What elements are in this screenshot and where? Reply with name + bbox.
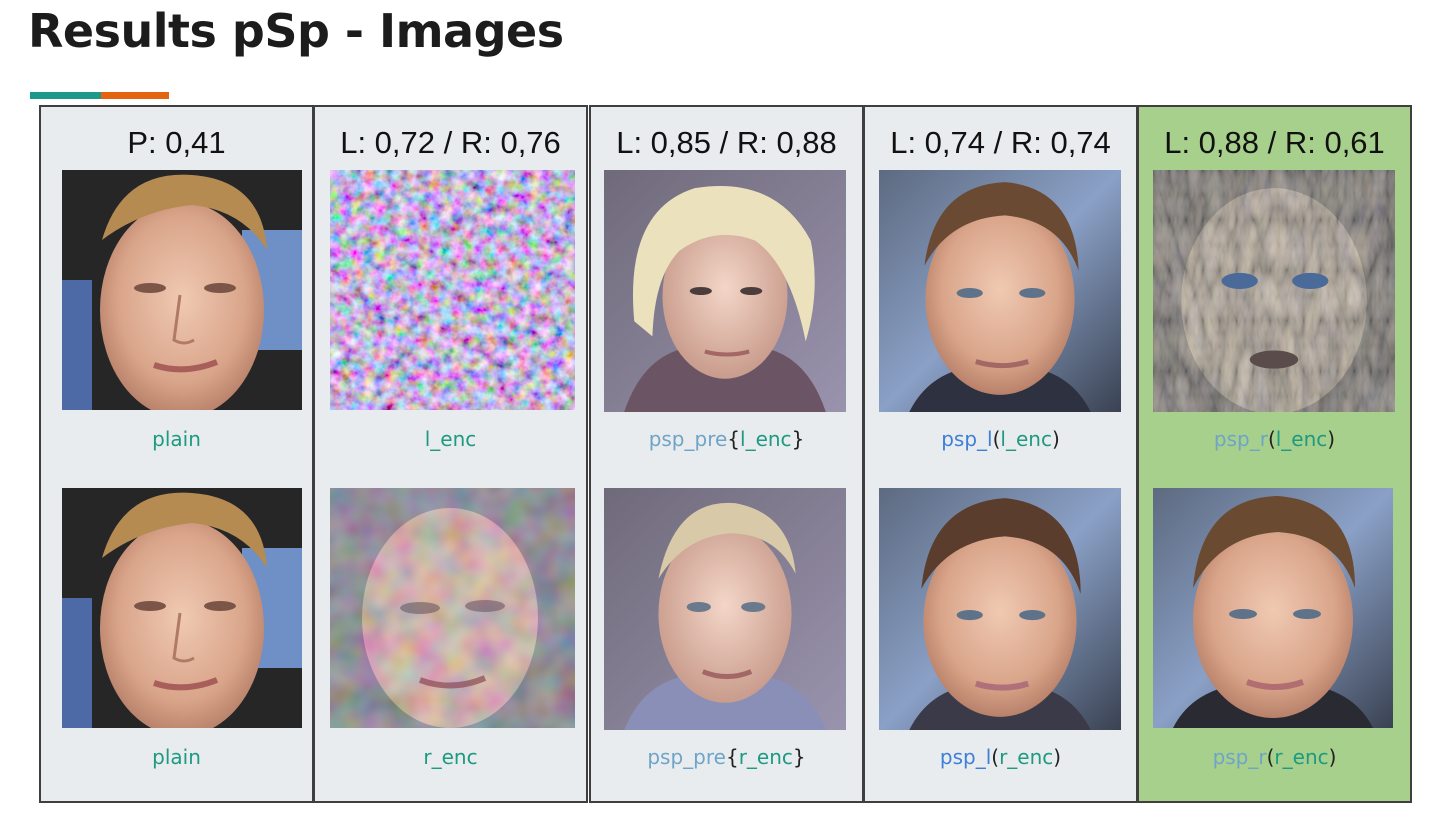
score-label: L: 0,88 / R: 0,61 xyxy=(1164,125,1385,160)
score-label: P: 0,41 xyxy=(127,125,226,160)
score-label: L: 0,74 / R: 0,74 xyxy=(890,125,1111,160)
result-image-bottom xyxy=(879,488,1121,730)
result-image-bottom xyxy=(1153,488,1393,728)
caption-top: psp_r(l_enc) xyxy=(1213,427,1336,451)
result-image-top xyxy=(879,170,1121,412)
result-image-top xyxy=(330,170,575,410)
caption-bottom: psp_l(r_enc) xyxy=(939,745,1062,769)
result-image-top xyxy=(1153,170,1395,412)
caption-bottom: plain xyxy=(152,745,201,769)
result-panel-psp-l: L: 0,74 / R: 0,74 psp_l(l_enc) psp_l(r_e… xyxy=(863,105,1138,803)
caption-bottom: psp_pre{r_enc} xyxy=(647,745,806,769)
result-image-top xyxy=(62,170,302,410)
caption-bottom: r_enc xyxy=(423,745,478,769)
result-image-top xyxy=(604,170,846,412)
result-panel-psp-r: L: 0,88 / R: 0,61 psp_r(l_enc) psp_r(r_e… xyxy=(1137,105,1412,803)
score-label: L: 0,72 / R: 0,76 xyxy=(340,125,561,160)
caption-top: plain xyxy=(152,427,201,451)
score-label: L: 0,85 / R: 0,88 xyxy=(616,125,837,160)
result-panel-enc: L: 0,72 / R: 0,76 l_enc r_enc xyxy=(313,105,588,803)
caption-bottom: psp_r(r_enc) xyxy=(1212,745,1337,769)
result-panel-plain: P: 0,41 plain plain xyxy=(39,105,314,803)
title-accent-teal xyxy=(30,92,101,99)
result-image-bottom xyxy=(62,488,302,728)
result-image-bottom xyxy=(604,488,846,730)
slide-title: Results pSp - Images xyxy=(28,4,564,58)
caption-top: psp_pre{l_enc} xyxy=(648,427,805,451)
caption-top: psp_l(l_enc) xyxy=(941,427,1060,451)
result-panel-psp-pre: L: 0,85 / R: 0,88 psp_pre{l_enc} psp_pre… xyxy=(589,105,864,803)
title-accent-orange xyxy=(101,92,169,99)
result-image-bottom xyxy=(330,488,575,728)
caption-top: l_enc xyxy=(424,427,477,451)
